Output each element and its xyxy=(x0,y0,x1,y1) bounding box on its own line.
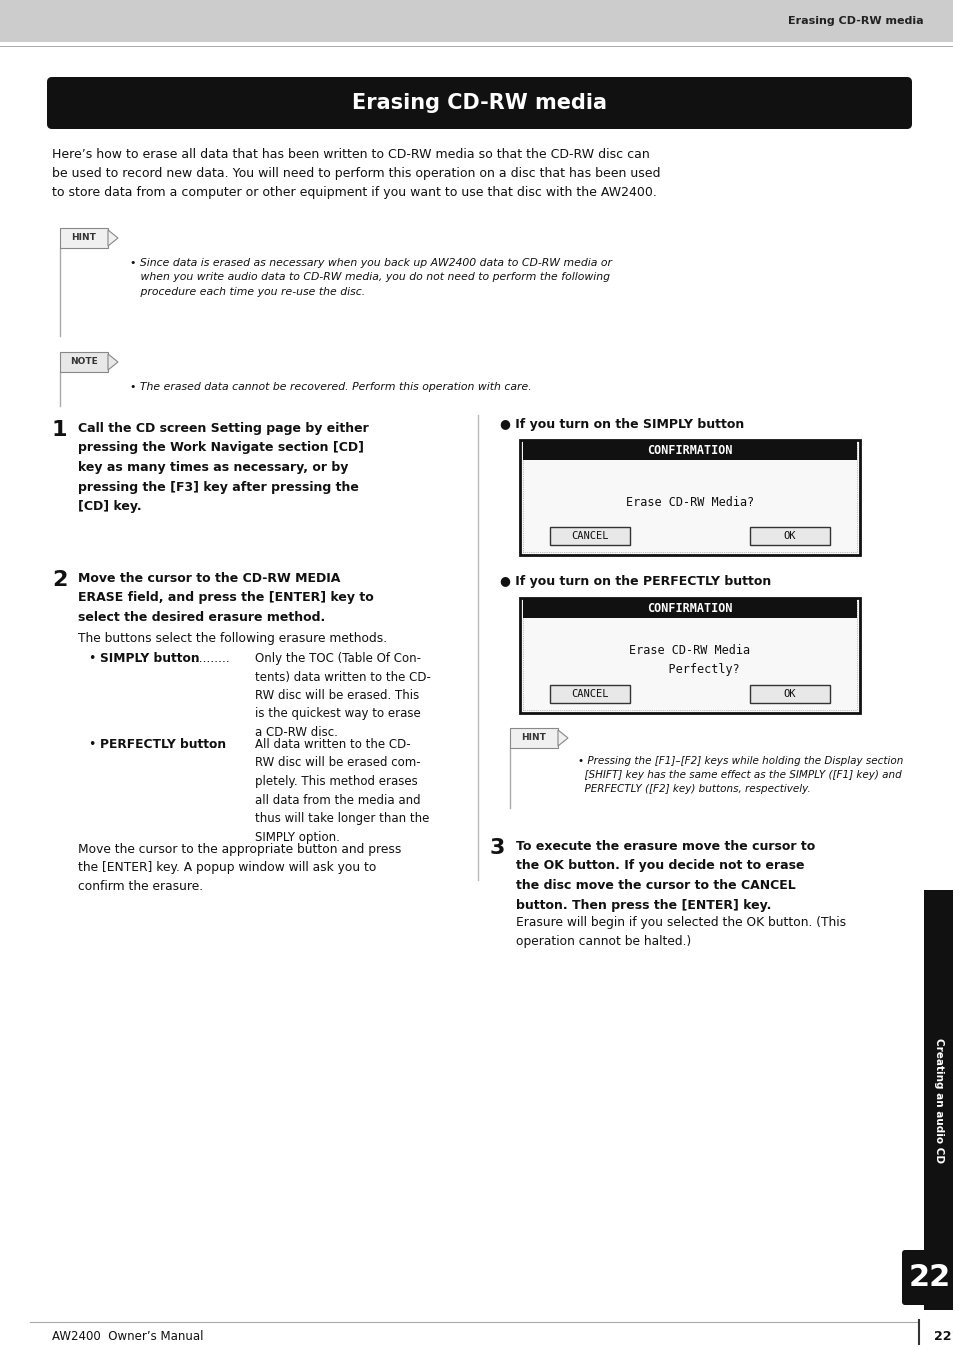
Text: Erase CD-RW Media?: Erase CD-RW Media? xyxy=(625,496,753,508)
Bar xyxy=(519,440,859,555)
Text: OK: OK xyxy=(783,689,796,698)
Bar xyxy=(550,527,629,544)
Text: CONFIRMATION: CONFIRMATION xyxy=(646,601,732,615)
Text: CANCEL: CANCEL xyxy=(571,689,608,698)
Text: All data written to the CD-
RW disc will be erased com-
pletely. This method era: All data written to the CD- RW disc will… xyxy=(254,738,429,843)
Text: CANCEL: CANCEL xyxy=(571,531,608,540)
Bar xyxy=(519,598,859,713)
Bar xyxy=(60,228,108,249)
Text: Erasing CD-RW media: Erasing CD-RW media xyxy=(787,16,923,26)
Polygon shape xyxy=(108,230,118,246)
Text: Here’s how to erase all data that has been written to CD-RW media so that the CD: Here’s how to erase all data that has be… xyxy=(52,149,649,161)
Bar xyxy=(749,685,829,703)
Bar xyxy=(0,0,953,42)
Text: HINT: HINT xyxy=(71,234,96,242)
Text: ..........: .......... xyxy=(192,653,231,665)
Text: NOTE: NOTE xyxy=(71,358,98,366)
Text: Erase CD-RW Media
    Perfectly?: Erase CD-RW Media Perfectly? xyxy=(629,644,750,676)
Text: Only the TOC (Table Of Con-
tents) data written to the CD-
RW disc will be erase: Only the TOC (Table Of Con- tents) data … xyxy=(254,653,431,739)
Text: ...: ... xyxy=(210,738,221,751)
Text: Call the CD screen Setting page by either
pressing the Work Navigate section [CD: Call the CD screen Setting page by eithe… xyxy=(78,422,369,513)
Bar xyxy=(522,443,856,553)
Bar xyxy=(923,890,953,1310)
Text: Move the cursor to the CD-RW MEDIA
ERASE field, and press the [ENTER] key to
sel: Move the cursor to the CD-RW MEDIA ERASE… xyxy=(78,571,374,624)
Text: Erasing CD-RW media: Erasing CD-RW media xyxy=(352,93,606,113)
Polygon shape xyxy=(558,730,567,746)
Text: To execute the erasure move the cursor to
the OK button. If you decide not to er: To execute the erasure move the cursor t… xyxy=(516,840,815,912)
Text: to store data from a computer or other equipment if you want to use that disc wi: to store data from a computer or other e… xyxy=(52,186,657,199)
Text: • Since data is erased as necessary when you back up AW2400 data to CD-RW media : • Since data is erased as necessary when… xyxy=(130,258,612,297)
Text: Creating an audio CD: Creating an audio CD xyxy=(933,1038,943,1162)
Text: •: • xyxy=(88,738,95,751)
Text: SIMPLY button: SIMPLY button xyxy=(100,653,199,665)
Text: The buttons select the following erasure methods.: The buttons select the following erasure… xyxy=(78,632,387,644)
Text: ● If you turn on the PERFECTLY button: ● If you turn on the PERFECTLY button xyxy=(499,576,770,588)
Text: 2: 2 xyxy=(52,570,68,590)
Bar xyxy=(510,728,558,748)
FancyBboxPatch shape xyxy=(47,77,911,128)
Text: 1: 1 xyxy=(52,420,68,440)
Bar xyxy=(60,353,108,372)
Text: HINT: HINT xyxy=(521,734,546,743)
FancyBboxPatch shape xyxy=(901,1250,953,1305)
Text: • Pressing the [F1]–[F2] keys while holding the Display section
  [SHIFT] key ha: • Pressing the [F1]–[F2] keys while hold… xyxy=(578,757,902,794)
Bar xyxy=(522,601,856,711)
Bar xyxy=(522,440,856,459)
Text: 3: 3 xyxy=(490,838,505,858)
Text: PERFECTLY button: PERFECTLY button xyxy=(100,738,226,751)
Text: OK: OK xyxy=(783,531,796,540)
Bar xyxy=(522,598,856,617)
Text: • The erased data cannot be recovered. Perform this operation with care.: • The erased data cannot be recovered. P… xyxy=(130,382,531,392)
Text: be used to record new data. You will need to perform this operation on a disc th: be used to record new data. You will nee… xyxy=(52,168,659,180)
Polygon shape xyxy=(108,354,118,370)
Text: •: • xyxy=(88,653,95,665)
Text: AW2400  Owner’s Manual: AW2400 Owner’s Manual xyxy=(52,1329,203,1343)
Text: Move the cursor to the appropriate button and press
the [ENTER] key. A popup win: Move the cursor to the appropriate butto… xyxy=(78,843,401,893)
Text: 221: 221 xyxy=(933,1329,953,1343)
Text: ● If you turn on the SIMPLY button: ● If you turn on the SIMPLY button xyxy=(499,417,743,431)
Bar xyxy=(550,685,629,703)
Text: Erasure will begin if you selected the OK button. (This
operation cannot be halt: Erasure will begin if you selected the O… xyxy=(516,916,845,947)
Bar xyxy=(749,527,829,544)
Text: CONFIRMATION: CONFIRMATION xyxy=(646,443,732,457)
Text: 22: 22 xyxy=(907,1263,949,1292)
